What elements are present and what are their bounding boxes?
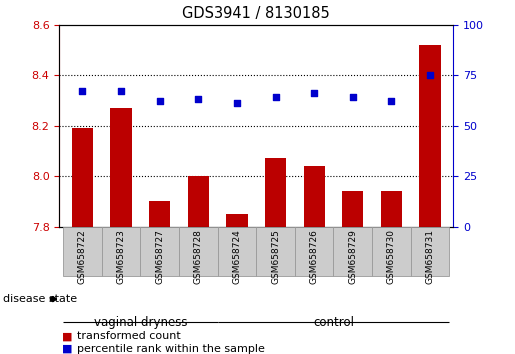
Bar	[295, 227, 334, 276]
Text: GSM658731: GSM658731	[425, 229, 435, 284]
Point	[233, 101, 241, 106]
Bar	[226, 214, 248, 354]
Text: GSM658730: GSM658730	[387, 229, 396, 284]
Bar	[179, 227, 217, 276]
Point	[426, 73, 434, 78]
Point	[156, 99, 164, 104]
Bar	[110, 108, 132, 354]
Bar	[372, 227, 410, 276]
Bar	[381, 191, 402, 354]
Text: transformed count: transformed count	[77, 331, 181, 341]
Point	[194, 97, 202, 102]
Text: ■: ■	[62, 331, 72, 341]
Bar	[410, 227, 449, 276]
Point	[310, 91, 318, 96]
Text: GSM658727: GSM658727	[155, 229, 164, 284]
Text: ■: ■	[62, 344, 72, 354]
Bar	[140, 227, 179, 276]
Text: GSM658722: GSM658722	[78, 229, 87, 284]
Bar	[63, 227, 102, 276]
Bar	[256, 227, 295, 276]
Title: GDS3941 / 8130185: GDS3941 / 8130185	[182, 6, 330, 21]
Text: disease state: disease state	[3, 294, 77, 304]
Point	[387, 99, 396, 104]
Text: GSM658725: GSM658725	[271, 229, 280, 284]
Bar	[187, 176, 209, 354]
Bar	[149, 201, 170, 354]
Text: GSM658724: GSM658724	[232, 229, 242, 284]
Text: GSM658729: GSM658729	[348, 229, 357, 284]
Text: control: control	[313, 316, 354, 329]
Text: GSM658726: GSM658726	[310, 229, 319, 284]
Text: percentile rank within the sample: percentile rank within the sample	[77, 344, 265, 354]
Text: GSM658723: GSM658723	[116, 229, 126, 284]
Text: GSM658728: GSM658728	[194, 229, 203, 284]
Text: vaginal dryness: vaginal dryness	[94, 316, 187, 329]
Bar	[217, 227, 256, 276]
Bar	[102, 227, 140, 276]
Bar	[72, 128, 93, 354]
Point	[117, 88, 125, 94]
Bar	[334, 227, 372, 276]
Point	[78, 88, 87, 94]
Bar	[303, 166, 325, 354]
Bar	[265, 159, 286, 354]
Point	[271, 95, 280, 100]
Bar	[342, 191, 364, 354]
Point	[349, 95, 357, 100]
Bar	[419, 45, 441, 354]
